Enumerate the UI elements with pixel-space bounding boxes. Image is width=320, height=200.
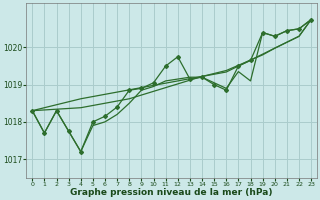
X-axis label: Graphe pression niveau de la mer (hPa): Graphe pression niveau de la mer (hPa): [70, 188, 273, 197]
